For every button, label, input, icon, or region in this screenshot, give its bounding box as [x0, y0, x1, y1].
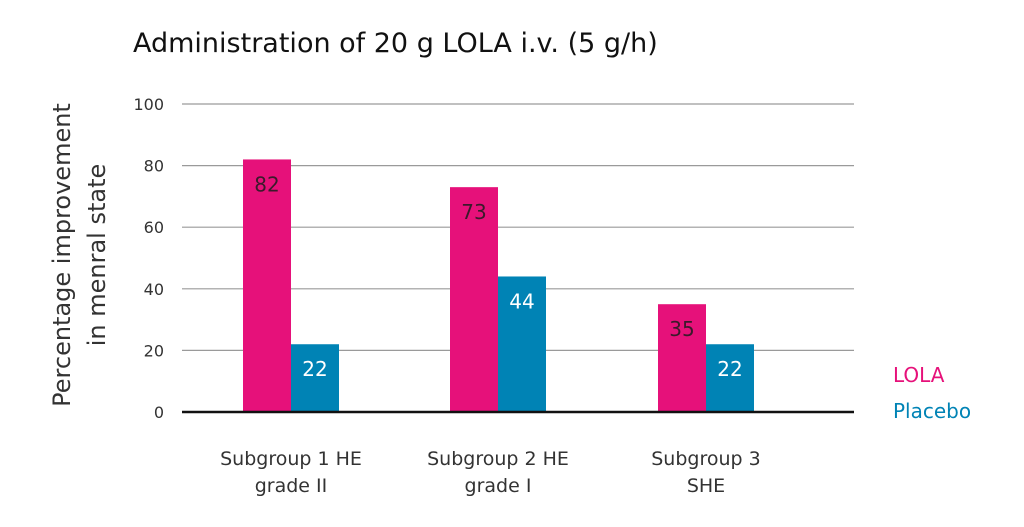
y-tick-label: 0 — [154, 403, 164, 422]
bar-lola — [658, 304, 706, 412]
bar-placebo — [706, 344, 754, 412]
data-label: 82 — [254, 172, 279, 196]
x-tick-label: Subgroup 1 HE — [220, 448, 362, 470]
data-label: 35 — [669, 317, 694, 341]
x-tick-label: grade II — [255, 475, 328, 497]
x-tick-label: SHE — [687, 475, 725, 497]
chart-title: Administration of 20 g LOLA i.v. (5 g/h) — [133, 28, 658, 59]
bar-placebo — [498, 276, 546, 412]
x-tick-label: Subgroup 2 HE — [427, 448, 569, 470]
bar-lola — [450, 187, 498, 412]
y-axis-label: in menral state — [83, 164, 111, 347]
y-tick-label: 80 — [144, 157, 164, 176]
y-tick-label: 100 — [133, 95, 164, 114]
x-tick-label: Subgroup 3 — [651, 448, 760, 470]
y-tick-label: 20 — [144, 341, 164, 360]
bar-lola — [243, 159, 291, 412]
y-axis-label: Percentage improvement — [48, 103, 76, 407]
legend-placebo: Placebo — [893, 399, 971, 423]
data-label: 73 — [461, 200, 486, 224]
x-tick-label: grade I — [465, 475, 532, 497]
y-tick-label: 40 — [144, 280, 164, 299]
y-tick-label: 60 — [144, 218, 164, 237]
legend-lola: LOLA — [893, 363, 945, 387]
bar-placebo — [291, 344, 339, 412]
data-label: 44 — [509, 289, 534, 313]
data-label: 22 — [302, 357, 327, 381]
data-label: 22 — [717, 357, 742, 381]
